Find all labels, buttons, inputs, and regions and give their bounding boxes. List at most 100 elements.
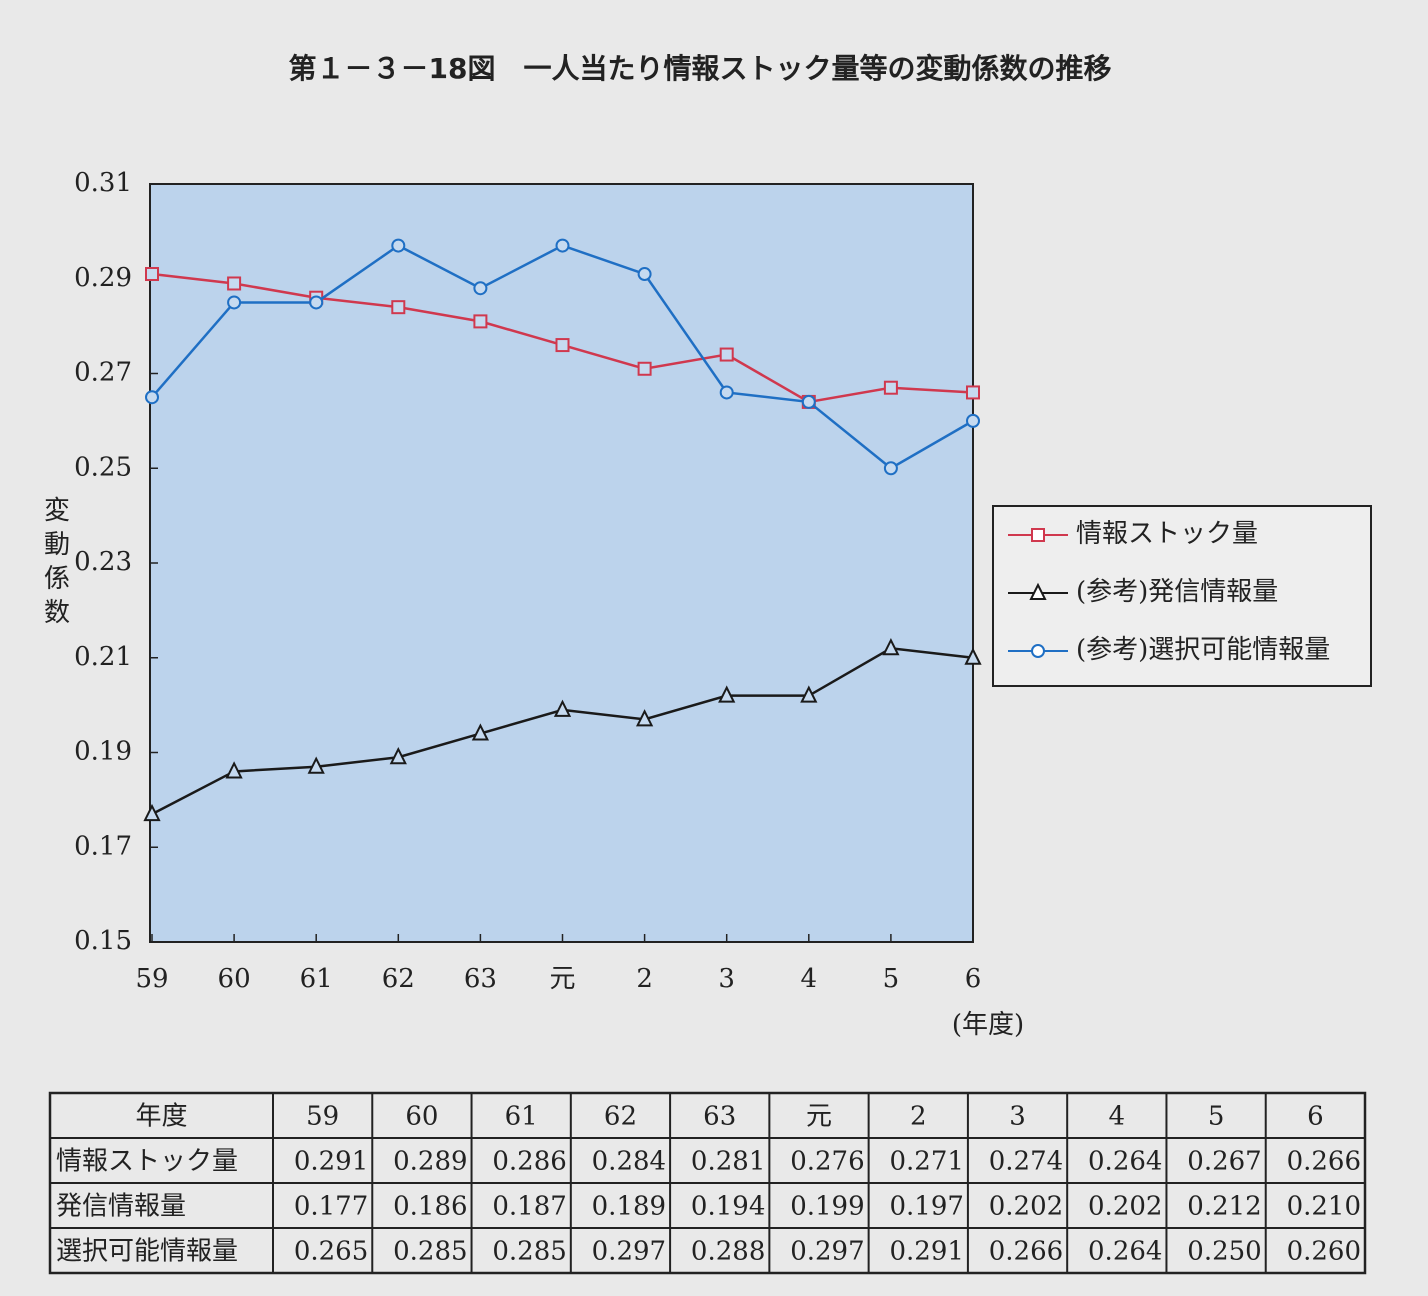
data-point [883, 461, 898, 476]
table-cell: 0.285 [492, 1237, 566, 1267]
table-cell: 0.212 [1187, 1192, 1261, 1222]
y-tick-label: 0.27 [74, 358, 132, 388]
data-point [145, 267, 159, 282]
table-cell: 0.271 [889, 1147, 963, 1177]
data-point [964, 647, 982, 665]
table-header: 60 [405, 1102, 438, 1132]
table-header: 59 [306, 1102, 339, 1132]
table-cell: 0.250 [1187, 1237, 1261, 1267]
table-cell: 0.274 [989, 1147, 1063, 1177]
table-cell: 0.210 [1287, 1192, 1361, 1222]
data-point [389, 747, 407, 765]
y-tick-label: 0.19 [74, 737, 132, 767]
table-cell: 0.264 [1088, 1147, 1162, 1177]
table-cell: 0.265 [294, 1237, 368, 1267]
table-cell: 0.289 [393, 1147, 467, 1177]
x-tick-label: 60 [218, 964, 251, 994]
table-cell: 0.284 [592, 1147, 666, 1177]
data-point [800, 685, 818, 703]
x-tick-label: 59 [135, 964, 168, 994]
y-axis-label: 動 [44, 530, 70, 560]
legend-marker [1029, 582, 1047, 600]
y-tick-label: 0.25 [74, 452, 132, 482]
data-point [391, 300, 406, 315]
table-header: 元 [806, 1102, 832, 1132]
legend-label: 情報ストック量 [1076, 519, 1258, 549]
table-cell: 0.267 [1187, 1147, 1261, 1177]
x-axis-label: (年度) [952, 1010, 1024, 1040]
table-cell: 0.202 [989, 1192, 1063, 1222]
x-tick-label: 62 [382, 964, 415, 994]
y-tick-label: 0.31 [74, 168, 132, 198]
table-cell: 0.199 [790, 1192, 864, 1222]
data-point [637, 267, 652, 282]
data-point [635, 709, 654, 727]
table-cell: 0.197 [889, 1192, 963, 1222]
table-cell: 0.276 [790, 1147, 864, 1177]
legend-marker [1031, 644, 1045, 658]
table-row-label: 選択可能情報量 [56, 1237, 238, 1267]
x-tick-label: 6 [965, 964, 982, 994]
table-cell: 0.202 [1088, 1192, 1162, 1222]
data-point [471, 723, 490, 741]
data-point [966, 385, 980, 400]
table-cell: 0.285 [393, 1237, 467, 1267]
table-cell: 0.260 [1287, 1237, 1361, 1267]
table-row-label: 発信情報量 [56, 1192, 186, 1222]
table-header: 4 [1109, 1102, 1126, 1132]
data-point [637, 361, 652, 376]
x-tick-label: 2 [636, 964, 653, 994]
table-header: 6 [1307, 1102, 1324, 1132]
table-cell: 0.286 [492, 1147, 566, 1177]
x-tick-label: 3 [718, 964, 735, 994]
x-tick-label: 元 [549, 964, 575, 994]
data-point [391, 238, 406, 253]
y-tick-label: 0.23 [74, 547, 132, 577]
table-cell: 0.177 [294, 1192, 368, 1222]
table-header: 63 [703, 1102, 736, 1132]
data-point [883, 380, 898, 395]
data-point [882, 638, 900, 656]
x-tick-label: 63 [464, 964, 497, 994]
y-axis-label: 数 [44, 598, 70, 628]
data-point [719, 385, 734, 400]
table-cell: 0.187 [492, 1192, 566, 1222]
table-cell: 0.297 [790, 1237, 864, 1267]
y-axis-label: 係 [44, 564, 70, 594]
x-tick-label: 5 [883, 964, 900, 994]
data-point [555, 338, 570, 353]
table-header: 61 [505, 1102, 538, 1132]
data-point [143, 803, 161, 822]
data-point [473, 281, 488, 296]
plot-area [149, 183, 974, 943]
table-cell: 0.189 [592, 1192, 666, 1222]
data-point [227, 295, 242, 310]
data-point [309, 295, 324, 310]
data-point [555, 238, 570, 253]
legend-marker [1031, 528, 1045, 542]
table-cell: 0.297 [592, 1237, 666, 1267]
table-cell: 0.291 [889, 1237, 963, 1267]
table-cell: 0.264 [1088, 1237, 1162, 1267]
data-point [719, 347, 734, 362]
table-cell: 0.194 [691, 1192, 765, 1222]
table-header: 62 [604, 1102, 637, 1132]
legend-label: (参考)発信情報量 [1076, 577, 1278, 607]
legend-label: (参考)選択可能情報量 [1076, 635, 1330, 665]
table-cell: 0.291 [294, 1147, 368, 1177]
y-tick-label: 0.21 [74, 642, 132, 672]
x-tick-label: 61 [300, 964, 333, 994]
x-tick-label: 4 [801, 964, 818, 994]
table-header: 2 [910, 1102, 927, 1132]
data-point [553, 699, 572, 717]
data-point [307, 756, 325, 774]
table-header: 年度 [135, 1102, 187, 1132]
y-tick-label: 0.15 [74, 926, 132, 956]
table-cell: 0.266 [1287, 1147, 1361, 1177]
data-point [801, 394, 816, 409]
chart-title: 第１－３－18図 一人当たり情報ストック量等の変動係数の推移 [289, 52, 1112, 85]
table-cell: 0.186 [393, 1192, 467, 1222]
data-point [227, 276, 242, 291]
